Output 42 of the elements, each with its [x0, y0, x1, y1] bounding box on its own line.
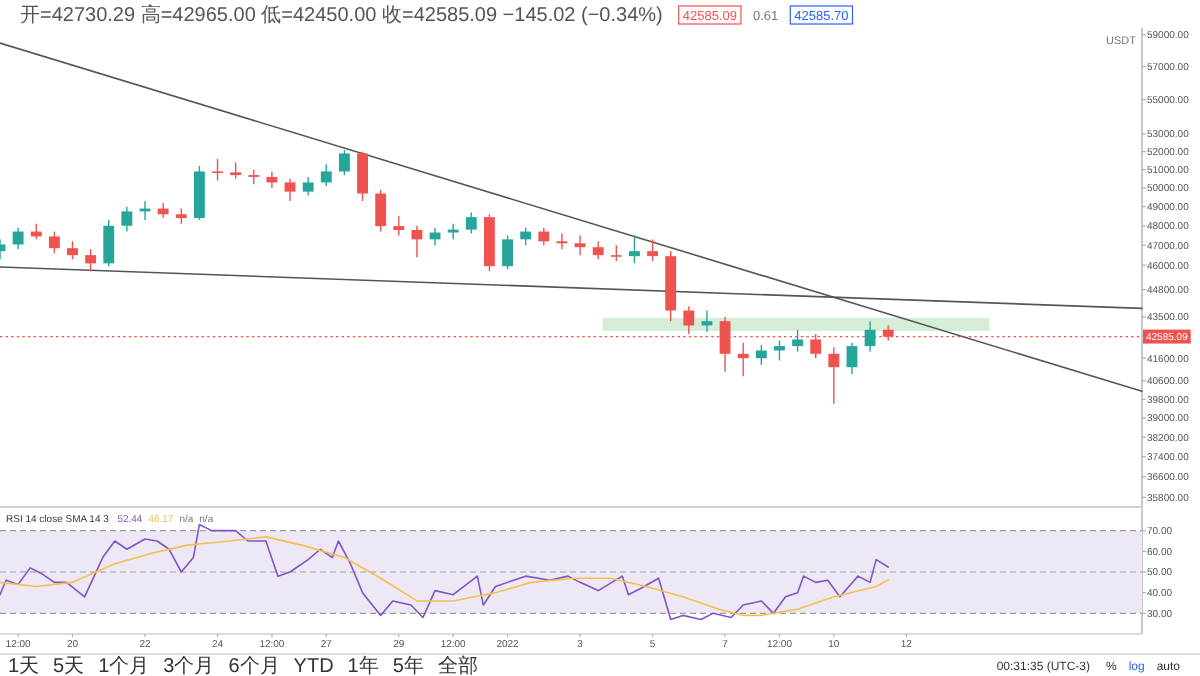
- candlestick: [284, 178, 296, 202]
- candlestick: [629, 234, 640, 264]
- candlestick: [393, 215, 405, 237]
- candlestick: [212, 158, 223, 182]
- candlestick: [302, 176, 314, 197]
- candlestick: [357, 150, 368, 202]
- candlestick: [12, 226, 24, 250]
- candlestick: [755, 344, 767, 366]
- candlestick: [647, 238, 659, 262]
- candlestick: [85, 248, 97, 272]
- candlestick: [792, 329, 804, 353]
- candlestick: [502, 234, 513, 270]
- candlestick: [447, 223, 459, 241]
- candlestick: [864, 320, 876, 353]
- candlestick: [266, 170, 278, 189]
- candlestick: [320, 163, 332, 187]
- text: 全部: [437, 654, 478, 676]
- candlestick: [465, 211, 477, 235]
- candlestick: [103, 219, 115, 267]
- text: 5天: [53, 656, 85, 676]
- text: 1天: [8, 656, 40, 676]
- line-series: [0, 536, 890, 617]
- candlestick: [556, 232, 568, 250]
- candlestick: [737, 342, 749, 377]
- text: YTD: [293, 656, 334, 676]
- chart-title: 开=42730.29 高=42965.00 低=42450.00 收=42585.09 −145.02 (−0.34%): [20, 3, 663, 27]
- text: 3个月: [163, 654, 215, 676]
- candlestick: [121, 205, 133, 233]
- candlestick: [193, 165, 205, 221]
- candlestick: [574, 234, 586, 256]
- candlestick: [828, 346, 840, 405]
- text: 1个月: [98, 654, 150, 676]
- candlestick: [375, 189, 387, 233]
- candlestick: [846, 342, 858, 375]
- text: 1年: [347, 654, 379, 676]
- candlestick: [774, 339, 785, 362]
- candlestick: [411, 225, 423, 258]
- candlestick: [48, 230, 60, 254]
- line-series: [0, 523, 890, 621]
- candlestick: [338, 149, 350, 176]
- text: 6个月: [228, 654, 280, 676]
- text: 5年: [392, 654, 424, 676]
